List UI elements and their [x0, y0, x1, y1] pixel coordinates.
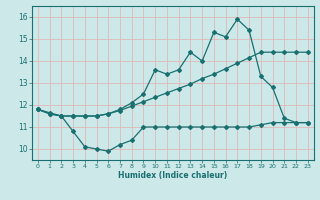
X-axis label: Humidex (Indice chaleur): Humidex (Indice chaleur) — [118, 171, 228, 180]
